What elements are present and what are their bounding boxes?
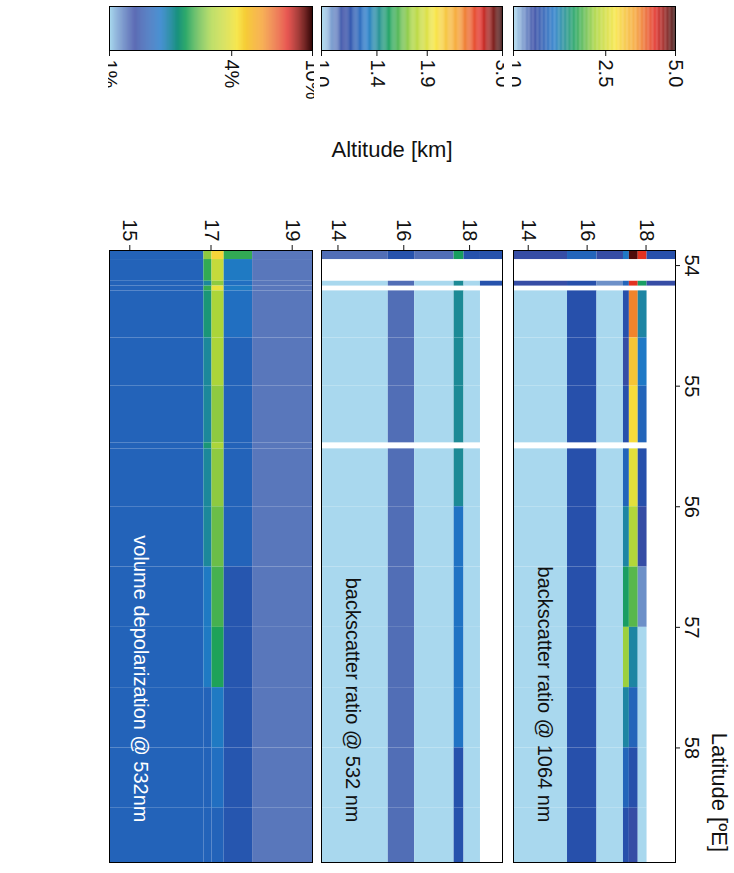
svg-text:54: 54 (681, 254, 703, 276)
svg-text:14: 14 (518, 219, 540, 241)
svg-text:55: 55 (681, 375, 703, 397)
svg-text:15: 15 (119, 219, 141, 241)
svg-text:57: 57 (681, 616, 703, 638)
svg-text:1.0: 1.0 (320, 60, 333, 88)
svg-text:1.4: 1.4 (367, 60, 389, 88)
html-text:Altitude [km]: Altitude [km] (331, 137, 453, 162)
svg-text:10%: 10% (302, 60, 314, 100)
svg-text:16: 16 (577, 219, 599, 241)
svg-text:backscatter ratio @ 1064 nm: backscatter ratio @ 1064 nm (534, 567, 556, 823)
svg-text:56: 56 (681, 496, 703, 518)
svg-text:5.0: 5.0 (665, 60, 687, 88)
svg-text:18: 18 (636, 219, 658, 241)
svg-text:58: 58 (681, 737, 703, 759)
svg-text:1.0: 1.0 (512, 60, 525, 88)
svg-text:volume depolarization @ 532nm: volume depolarization @ 532nm (130, 535, 152, 822)
svg-text:2.5: 2.5 (595, 60, 617, 88)
html-text:Latitude [ºE]: Latitude [ºE] (707, 732, 732, 852)
svg-text:18: 18 (459, 219, 481, 241)
svg-text:17: 17 (201, 219, 223, 241)
svg-text:16: 16 (393, 219, 415, 241)
svg-text:19: 19 (282, 219, 304, 241)
svg-text:backscatter ratio @ 532 nm: backscatter ratio @ 532 nm (342, 578, 364, 823)
svg-text:4%: 4% (221, 60, 243, 89)
svg-text:1%: 1% (108, 60, 121, 89)
svg-text:1.9: 1.9 (417, 60, 439, 88)
svg-text:3.0: 3.0 (492, 60, 504, 88)
svg-text:14: 14 (328, 219, 350, 241)
